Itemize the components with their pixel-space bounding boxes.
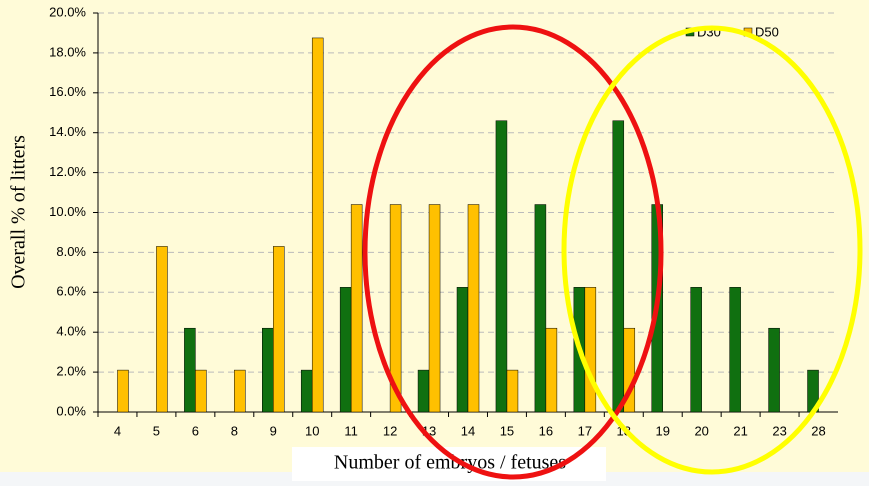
x-tick-label: 20 [694,423,708,438]
y-axis-title: Overall % of litters [8,135,30,289]
bar [156,246,168,413]
legend-label: D50 [755,24,779,39]
bar [456,287,469,413]
bar [584,287,597,413]
x-tick-label: 9 [270,423,277,438]
bar [184,327,196,413]
x-tick-label: 10 [305,423,319,438]
bar [534,204,547,413]
y-tick-label: 6.0% [56,284,86,299]
bar [623,327,636,413]
bar [467,204,480,413]
x-tick-label: 14 [461,423,475,438]
y-tick-label: 2.0% [56,364,86,379]
bar [690,287,702,413]
bar [117,369,129,413]
x-tick-label: 21 [733,423,747,438]
plot: 0.0% 2.0% 4.0% 6.0% 8.0% 10.0% 12.0% 14.0% 16.0%… [49,4,838,438]
y-tick-label: 0.0% [56,403,86,418]
x-tick-label: 11 [344,423,358,438]
bar [339,287,352,413]
y-tick-label: 16.0% [49,84,86,99]
y-tick-label: 14.0% [49,124,86,139]
y-tick-label: 10.0% [49,204,86,219]
bar [612,120,625,413]
x-tick-label: 15 [500,423,514,438]
x-tick-label: 6 [192,423,199,438]
red-highlight [362,24,664,480]
bar [545,327,558,413]
bar [506,369,519,413]
bar [389,204,402,413]
bar [417,369,430,413]
bar [495,120,508,413]
x-axis-title: Number of embryos / fetuses [334,452,566,474]
bar [729,287,741,413]
x-tick-label: 28 [811,423,825,438]
y-tick-label: 8.0% [56,244,86,259]
bar [195,369,207,413]
bar [350,204,363,413]
bar [428,204,441,413]
x-tick-label: 23 [772,423,786,438]
bar [768,327,780,413]
x-tick-label: 8 [231,423,238,438]
x-tick-label: 16 [539,423,553,438]
x-tick-label: 12 [383,423,397,438]
bar [311,37,324,413]
x-tick-label: 17 [578,423,592,438]
bar [234,369,246,413]
bar [262,327,274,413]
y-tick-label: 4.0% [56,324,86,339]
bar [273,246,285,413]
bar [300,369,313,413]
y-tick-label: 18.0% [49,44,86,59]
y-tick-label: 20.0% [49,4,86,19]
x-tick-label: 4 [114,423,121,438]
x-tick-label: 19 [656,423,670,438]
x-tick-label: 5 [153,423,160,438]
yellow-highlight [561,25,863,475]
y-tick-label: 12.0% [49,164,86,179]
